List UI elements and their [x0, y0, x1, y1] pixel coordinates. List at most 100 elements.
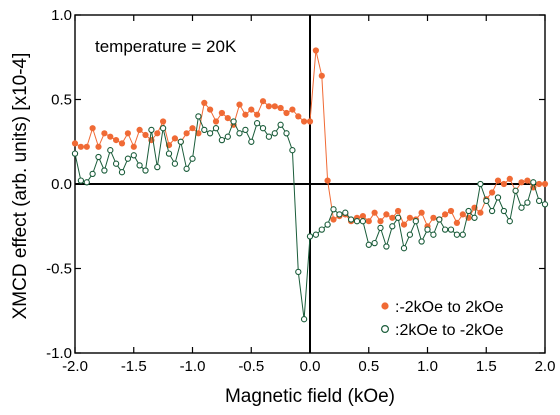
series-1-point: [218, 109, 225, 117]
series-2-point: [471, 214, 478, 221]
series-1-point: [124, 130, 131, 137]
series-1-point: [248, 106, 255, 113]
series-2-point: [430, 231, 437, 238]
series-1-point: [383, 211, 390, 218]
series-2-point: [483, 197, 490, 205]
series-1-point: [136, 126, 143, 133]
series-2-point: [353, 218, 361, 225]
series-2-point: [330, 206, 337, 213]
series-2-point: [218, 136, 226, 144]
series-1-point: [312, 47, 319, 54]
series-1-point: [207, 106, 214, 113]
y-tick-label: -0.5: [46, 261, 72, 278]
series-2-point: [312, 231, 320, 238]
series-1-point: [118, 140, 126, 147]
series-2-point: [389, 223, 396, 230]
series-1-point: [212, 118, 220, 125]
x-tick-label: 0.0: [300, 358, 321, 375]
series-1-point: [306, 118, 314, 125]
x-tick-label: -1.5: [121, 358, 147, 375]
legend-marker-series-2: [381, 325, 390, 334]
series-2-point: [365, 241, 372, 248]
series-1-point: [541, 180, 549, 188]
series-1-point: [101, 130, 108, 137]
series-2-point: [459, 231, 466, 238]
series-1-point: [453, 219, 460, 226]
series-1-point: [77, 143, 84, 150]
series-1-point: [83, 143, 90, 150]
series-1-point: [95, 143, 102, 150]
series-1-point: [89, 125, 96, 132]
series-1-point: [406, 214, 413, 221]
series-1-point: [254, 111, 261, 118]
series-2-point: [236, 130, 243, 137]
series-1-point: [518, 179, 525, 186]
series-2-point: [124, 155, 132, 162]
x-tick-label: -1.0: [180, 358, 206, 375]
legend-marker-series-1: [381, 302, 389, 310]
series-1-point: [377, 218, 384, 225]
series-2-point: [195, 113, 202, 120]
series-2-point: [159, 125, 167, 132]
series-2-point: [253, 120, 261, 127]
legend-label-series-1: :-2kOe to 2kOe: [395, 299, 504, 316]
series-1-point: [447, 207, 455, 215]
series-2-point: [289, 147, 296, 154]
series-2-point: [201, 126, 208, 134]
series-1-point: [224, 115, 231, 122]
series-2-point: [259, 125, 267, 132]
series-1-point: [160, 118, 167, 125]
series-2-point: [271, 130, 278, 137]
series-1-point: [430, 214, 437, 221]
series-1-point: [442, 211, 449, 218]
series-1-point: [171, 135, 178, 142]
series-1-point: [259, 98, 267, 105]
series-2-point: [394, 214, 402, 221]
series-2-point: [418, 238, 425, 245]
temperature-annotation: temperature = 20K: [95, 37, 237, 56]
series-2-point: [424, 226, 431, 233]
series-1-point: [183, 130, 190, 137]
series-2-point: [212, 125, 220, 132]
series-2-point: [347, 216, 355, 223]
series-2-point: [112, 160, 120, 167]
series-1-point: [189, 125, 196, 132]
series-2-point: [512, 187, 519, 194]
series-1-point: [154, 130, 161, 137]
series-2-point: [436, 216, 443, 223]
x-axis-title: Magnetic field (kOe): [225, 386, 395, 407]
series-2-point: [265, 133, 273, 140]
series-2-point: [130, 152, 137, 159]
plot-data: [71, 47, 549, 323]
series-2-point: [224, 133, 231, 140]
series-2-point: [530, 179, 537, 186]
series-2-point: [535, 197, 543, 205]
series-2-point: [477, 180, 484, 188]
series-1-point: [506, 175, 513, 182]
series-2-point: [230, 118, 237, 125]
series-2-point: [488, 207, 496, 215]
series-1-point: [324, 177, 331, 184]
series-2-point: [77, 177, 85, 184]
series-2-point: [342, 209, 349, 216]
legend-entry-series-1: :-2kOe to 2kOe: [381, 299, 504, 316]
series-1-point: [295, 113, 302, 120]
series-2-point: [277, 121, 284, 128]
series-1-point: [236, 101, 243, 108]
series-2-point: [300, 316, 308, 323]
series-2-point: [406, 231, 414, 238]
series-2-point: [165, 150, 173, 157]
series-1-point: [201, 99, 208, 106]
series-2-point: [524, 199, 531, 206]
series-2-point: [371, 239, 378, 247]
series-2-point: [518, 204, 525, 211]
series-2-point: [248, 138, 255, 145]
series-1-point: [459, 211, 466, 218]
series-1-point: [289, 106, 296, 113]
series-2-point: [136, 162, 143, 169]
series-1-point: [107, 133, 114, 140]
series-2-point: [377, 224, 384, 232]
x-tick-label: 0.5: [358, 358, 379, 375]
y-tick-label: 1.0: [51, 7, 72, 24]
series-2-point: [189, 155, 196, 162]
